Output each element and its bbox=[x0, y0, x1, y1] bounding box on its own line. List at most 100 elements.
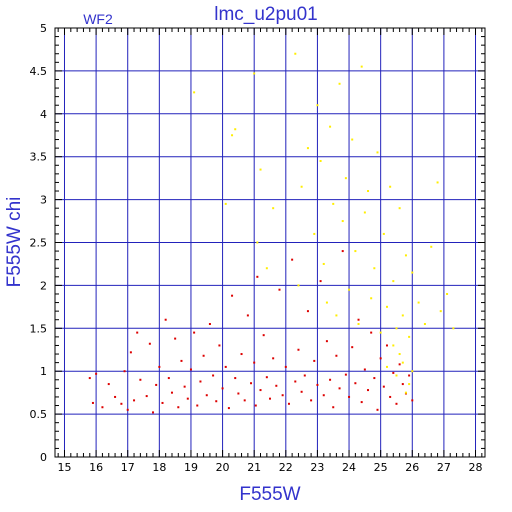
data-point bbox=[370, 331, 373, 334]
data-point bbox=[170, 391, 173, 394]
data-point bbox=[338, 82, 341, 85]
data-point bbox=[224, 365, 227, 368]
data-point bbox=[284, 365, 287, 368]
data-point bbox=[231, 134, 234, 137]
data-point bbox=[404, 391, 407, 394]
data-point bbox=[120, 402, 123, 405]
x-tick-label: 27 bbox=[437, 461, 451, 474]
data-point bbox=[408, 374, 411, 377]
x-tick-label: 24 bbox=[342, 461, 356, 474]
data-point bbox=[202, 354, 205, 357]
data-point bbox=[269, 397, 271, 400]
data-point bbox=[287, 402, 290, 405]
y-tick-label: 1.5 bbox=[30, 322, 48, 335]
y-tick-label: 0.5 bbox=[30, 408, 48, 421]
y-tick-label: 2.5 bbox=[30, 237, 48, 250]
x-tick-label: 26 bbox=[405, 461, 419, 474]
data-point bbox=[351, 346, 354, 349]
data-point bbox=[199, 380, 202, 383]
data-point bbox=[123, 370, 126, 373]
data-point bbox=[357, 318, 360, 321]
y-tick-label: 3 bbox=[40, 194, 47, 207]
data-point bbox=[395, 327, 398, 330]
data-point bbox=[382, 385, 385, 388]
data-point bbox=[367, 389, 370, 392]
data-point bbox=[278, 288, 281, 291]
data-point bbox=[212, 374, 215, 377]
tick-marks bbox=[55, 27, 485, 458]
data-point bbox=[316, 104, 319, 107]
data-point bbox=[379, 357, 382, 360]
data-point bbox=[234, 377, 237, 380]
data-point bbox=[401, 361, 404, 364]
data-point bbox=[227, 407, 230, 410]
data-point bbox=[155, 383, 158, 386]
data-point bbox=[205, 394, 208, 397]
data-point bbox=[341, 250, 344, 253]
data-point bbox=[338, 387, 341, 390]
data-point bbox=[254, 404, 257, 407]
grid-lines bbox=[55, 27, 485, 458]
data-point bbox=[354, 382, 357, 385]
data-point bbox=[357, 323, 360, 326]
data-point bbox=[389, 185, 392, 188]
data-point bbox=[322, 262, 325, 265]
data-point bbox=[272, 207, 275, 210]
data-point bbox=[360, 65, 363, 68]
data-point bbox=[417, 301, 420, 304]
data-point bbox=[177, 406, 180, 409]
data-point bbox=[376, 408, 379, 411]
data-point bbox=[319, 159, 322, 162]
data-point bbox=[319, 280, 322, 283]
data-point bbox=[189, 368, 192, 371]
data-point bbox=[193, 331, 196, 334]
data-point bbox=[313, 232, 316, 235]
data-point bbox=[180, 359, 183, 362]
data-point bbox=[231, 294, 234, 297]
x-tick-label: 17 bbox=[121, 461, 135, 474]
data-point bbox=[88, 377, 91, 380]
data-point bbox=[300, 390, 303, 393]
data-point bbox=[389, 395, 392, 398]
data-point bbox=[401, 314, 404, 317]
panel-label: WF2 bbox=[83, 11, 113, 27]
x-tick-label: 25 bbox=[374, 461, 388, 474]
data-point bbox=[341, 220, 344, 223]
data-point bbox=[250, 382, 253, 385]
data-point bbox=[193, 91, 196, 94]
x-tick-label: 18 bbox=[152, 461, 166, 474]
data-point bbox=[379, 331, 382, 334]
data-point bbox=[373, 267, 376, 270]
data-point bbox=[246, 314, 249, 317]
data-point bbox=[303, 374, 306, 377]
data-point bbox=[306, 147, 309, 150]
data-point bbox=[237, 392, 240, 395]
data-point bbox=[385, 344, 388, 347]
data-point bbox=[259, 168, 262, 171]
data-point bbox=[234, 128, 237, 131]
data-point bbox=[313, 359, 316, 362]
data-point bbox=[370, 297, 373, 300]
data-point bbox=[316, 383, 319, 386]
chart-title: lmc_u2pu01 bbox=[214, 4, 318, 25]
data-point bbox=[310, 399, 313, 402]
data-point bbox=[351, 138, 354, 141]
y-axis-label: F555W chi bbox=[4, 197, 25, 288]
x-tick-label: 22 bbox=[279, 461, 293, 474]
data-point bbox=[294, 52, 297, 55]
data-point bbox=[329, 378, 332, 381]
data-point bbox=[136, 331, 139, 334]
data-point bbox=[253, 72, 256, 75]
data-point bbox=[411, 271, 414, 274]
data-point bbox=[344, 177, 347, 180]
data-point bbox=[186, 397, 189, 400]
y-tick-label: 1 bbox=[40, 365, 47, 378]
data-point bbox=[265, 376, 268, 379]
data-point bbox=[272, 357, 275, 360]
data-point bbox=[335, 354, 338, 357]
x-tick-label: 16 bbox=[89, 461, 103, 474]
data-point bbox=[107, 383, 110, 386]
data-point bbox=[436, 181, 439, 184]
data-point bbox=[325, 340, 328, 343]
data-point bbox=[322, 394, 325, 397]
